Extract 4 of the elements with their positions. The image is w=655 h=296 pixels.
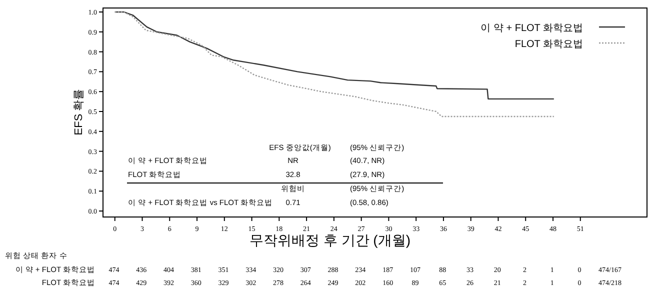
y-axis-title: EFS 확률 [73,88,85,136]
legend-label: 이 약 + FLOT 화학요법 [480,23,583,34]
legend-label: FLOT 화학요법 [514,39,583,50]
x-axis-title: 무작위배정 후 기간 (개월) [250,232,410,248]
